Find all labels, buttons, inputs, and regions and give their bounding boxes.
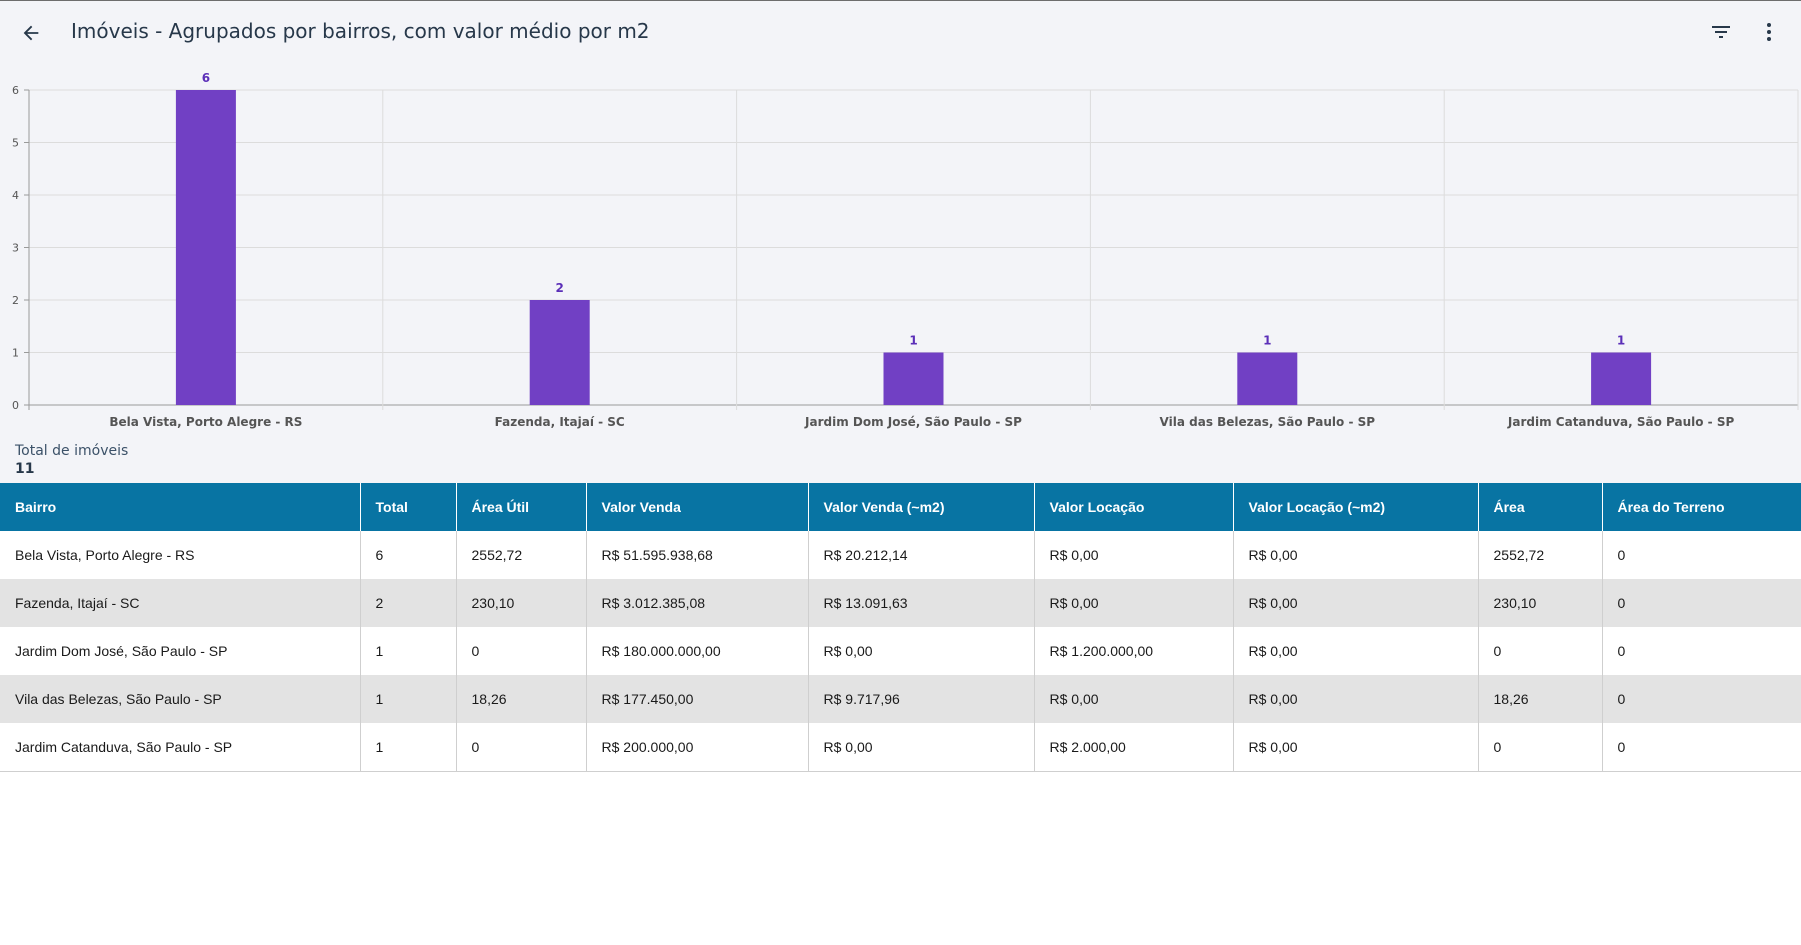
total-label: Total de imóveis bbox=[15, 443, 129, 459]
table-cell: R$ 9.717,96 bbox=[808, 675, 1035, 723]
table-cell: Jardim Catanduva, São Paulo - SP bbox=[0, 723, 361, 772]
app-header: Imóveis - Agrupados por bairros, com val… bbox=[0, 1, 1801, 65]
total-value: 11 bbox=[15, 461, 35, 477]
table-cell: R$ 0,00 bbox=[1034, 579, 1234, 627]
table-cell: 230,10 bbox=[1478, 579, 1603, 627]
y-tick-label: 4 bbox=[12, 189, 19, 202]
bar-chart: 0 1 2 3 4 5 6 6 Bela Vista, Porto Alegre - RS 2 Fa… bbox=[12, 71, 1799, 429]
table-cell: 18,26 bbox=[456, 675, 587, 723]
table-cell: R$ 1.200.000,00 bbox=[1034, 627, 1234, 675]
bar-value-label: 1 bbox=[1617, 334, 1625, 348]
table-cell: 0 bbox=[1478, 723, 1603, 772]
column-header[interactable]: Valor Locação bbox=[1034, 483, 1234, 531]
table-row[interactable]: Vila das Belezas, São Paulo - SP 1 18,26… bbox=[0, 675, 1801, 723]
bar-value-label: 2 bbox=[556, 281, 564, 295]
table-cell: R$ 0,00 bbox=[1233, 531, 1479, 579]
table-cell: 2552,72 bbox=[456, 531, 587, 579]
table-row[interactable]: Fazenda, Itajaí - SC 2 230,10 R$ 3.012.3… bbox=[0, 579, 1801, 627]
y-tick-label: 5 bbox=[12, 137, 19, 150]
table-cell: R$ 0,00 bbox=[1034, 531, 1234, 579]
bar-value-label: 1 bbox=[1263, 334, 1271, 348]
total-summary: Total de imóveis 11 bbox=[15, 443, 128, 477]
table-cell: R$ 3.012.385,08 bbox=[586, 579, 809, 627]
report-panel: Imóveis - Agrupados por bairros, com val… bbox=[0, 0, 1801, 483]
table-cell: 0 bbox=[1478, 627, 1603, 675]
table-row[interactable]: Bela Vista, Porto Alegre - RS 6 2552,72 … bbox=[0, 531, 1801, 579]
x-category-label: Jardim Catanduva, São Paulo - SP bbox=[1507, 415, 1735, 429]
table-cell: Fazenda, Itajaí - SC bbox=[0, 579, 361, 627]
table-cell: R$ 20.212,14 bbox=[808, 531, 1035, 579]
table-cell: R$ 0,00 bbox=[808, 627, 1035, 675]
page-title: Imóveis - Agrupados por bairros, com val… bbox=[71, 19, 650, 43]
table-cell: 1 bbox=[360, 675, 457, 723]
table-header-row: Bairro Total Área Útil Valor Venda Valor… bbox=[0, 483, 1801, 531]
y-tick-label: 2 bbox=[12, 294, 19, 307]
back-button[interactable] bbox=[14, 18, 48, 52]
table-cell: R$ 0,00 bbox=[1034, 675, 1234, 723]
table-cell: Bela Vista, Porto Alegre - RS bbox=[0, 531, 361, 579]
table-cell: R$ 13.091,63 bbox=[808, 579, 1035, 627]
table-cell: 0 bbox=[1602, 627, 1801, 675]
table-cell: 230,10 bbox=[456, 579, 587, 627]
bar bbox=[529, 300, 590, 405]
table-cell: 0 bbox=[1602, 531, 1801, 579]
table-cell: 0 bbox=[1602, 723, 1801, 772]
bar bbox=[175, 90, 236, 405]
data-table: Bairro Total Área Útil Valor Venda Valor… bbox=[0, 483, 1801, 772]
column-header[interactable]: Área do Terreno bbox=[1602, 483, 1801, 531]
table-cell: 0 bbox=[1602, 579, 1801, 627]
column-header[interactable]: Total bbox=[360, 483, 457, 531]
filter-button[interactable] bbox=[1704, 17, 1738, 51]
x-category-label: Fazenda, Itajaí - SC bbox=[495, 415, 625, 429]
table-cell: R$ 0,00 bbox=[808, 723, 1035, 772]
y-tick-label: 1 bbox=[12, 347, 19, 360]
arrow-left-icon bbox=[20, 22, 42, 49]
more-options-button[interactable] bbox=[1752, 17, 1786, 51]
table-cell: Vila das Belezas, São Paulo - SP bbox=[0, 675, 361, 723]
table-cell: 0 bbox=[1602, 675, 1801, 723]
table-cell: 0 bbox=[456, 723, 587, 772]
table-cell: R$ 180.000.000,00 bbox=[586, 627, 809, 675]
bar bbox=[1237, 352, 1298, 405]
table-cell: R$ 0,00 bbox=[1233, 723, 1479, 772]
table-cell: R$ 0,00 bbox=[1233, 579, 1479, 627]
filter-icon bbox=[1709, 20, 1733, 49]
x-category-label: Jardim Dom José, São Paulo - SP bbox=[804, 415, 1022, 429]
bar bbox=[1591, 352, 1652, 405]
column-header[interactable]: Bairro bbox=[0, 483, 361, 531]
column-header[interactable]: Área Útil bbox=[456, 483, 587, 531]
table-cell: 2552,72 bbox=[1478, 531, 1603, 579]
table-cell: 1 bbox=[360, 723, 457, 772]
column-header[interactable]: Valor Venda (~m2) bbox=[808, 483, 1035, 531]
bar-value-label: 6 bbox=[202, 71, 210, 85]
table-cell: 18,26 bbox=[1478, 675, 1603, 723]
table-cell: 1 bbox=[360, 627, 457, 675]
y-tick-label: 6 bbox=[12, 84, 19, 97]
table-cell: R$ 0,00 bbox=[1233, 627, 1479, 675]
table-cell: 6 bbox=[360, 531, 457, 579]
table-cell: R$ 0,00 bbox=[1233, 675, 1479, 723]
table-cell: 0 bbox=[456, 627, 587, 675]
column-header[interactable]: Valor Locação (~m2) bbox=[1233, 483, 1479, 531]
table-cell: R$ 200.000,00 bbox=[586, 723, 809, 772]
table-row[interactable]: Jardim Dom José, São Paulo - SP 1 0 R$ 1… bbox=[0, 627, 1801, 675]
table-cell: R$ 177.450,00 bbox=[586, 675, 809, 723]
table-row[interactable]: Jardim Catanduva, São Paulo - SP 1 0 R$ … bbox=[0, 723, 1801, 772]
more-vert-icon bbox=[1757, 20, 1781, 49]
bar bbox=[883, 352, 944, 405]
column-header[interactable]: Valor Venda bbox=[586, 483, 809, 531]
x-category-label: Bela Vista, Porto Alegre - RS bbox=[109, 415, 302, 429]
column-header[interactable]: Área bbox=[1478, 483, 1603, 531]
x-category-label: Vila das Belezas, São Paulo - SP bbox=[1160, 415, 1376, 429]
y-tick-label: 0 bbox=[12, 399, 19, 412]
table-cell: Jardim Dom José, São Paulo - SP bbox=[0, 627, 361, 675]
y-tick-label: 3 bbox=[12, 242, 19, 255]
table-cell: R$ 51.595.938,68 bbox=[586, 531, 809, 579]
table-cell: 2 bbox=[360, 579, 457, 627]
bar-value-label: 1 bbox=[909, 334, 917, 348]
table-cell: R$ 2.000,00 bbox=[1034, 723, 1234, 772]
